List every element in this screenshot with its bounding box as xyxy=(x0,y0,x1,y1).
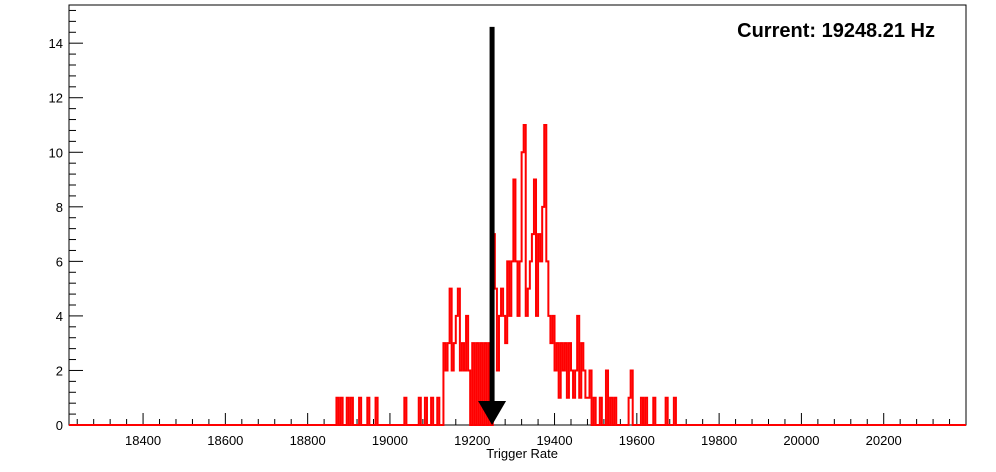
current-rate-annotation: Current: 19248.21 Hz xyxy=(737,20,935,42)
y-tick-label: 4 xyxy=(56,309,63,324)
y-tick-label: 0 xyxy=(56,418,63,433)
y-tick-label: 8 xyxy=(56,200,63,215)
current-rate-arrow xyxy=(478,26,507,425)
plot-frame xyxy=(68,4,967,426)
x-tick-label: 18800 xyxy=(290,433,326,448)
x-tick-label: 20200 xyxy=(866,433,902,448)
x-tick-label: 19800 xyxy=(701,433,737,448)
y-tick-label: 14 xyxy=(49,36,63,51)
x-tick-label: 19600 xyxy=(619,433,655,448)
y-tick-label: 2 xyxy=(56,363,63,378)
y-axis: 0 2 4 6 8 10 12 14 xyxy=(49,9,83,433)
y-tick-label: 12 xyxy=(49,91,63,106)
x-axis-title: Trigger Rate xyxy=(486,446,558,461)
x-tick-label: 19200 xyxy=(454,433,490,448)
histogram-series-line xyxy=(69,124,966,426)
arrow-head xyxy=(478,401,507,425)
x-tick-label: 18400 xyxy=(125,433,161,448)
x-tick-label: 20000 xyxy=(783,433,819,448)
y-tick-label: 6 xyxy=(56,254,63,269)
x-axis: 18400 18600 18800 19000 19200 19400 19600 19800… xyxy=(76,413,967,448)
x-tick-label: 19400 xyxy=(536,433,572,448)
x-tick-label: 19000 xyxy=(372,433,408,448)
x-tick-label: 18600 xyxy=(207,433,243,448)
y-tick-label: 10 xyxy=(49,145,63,160)
